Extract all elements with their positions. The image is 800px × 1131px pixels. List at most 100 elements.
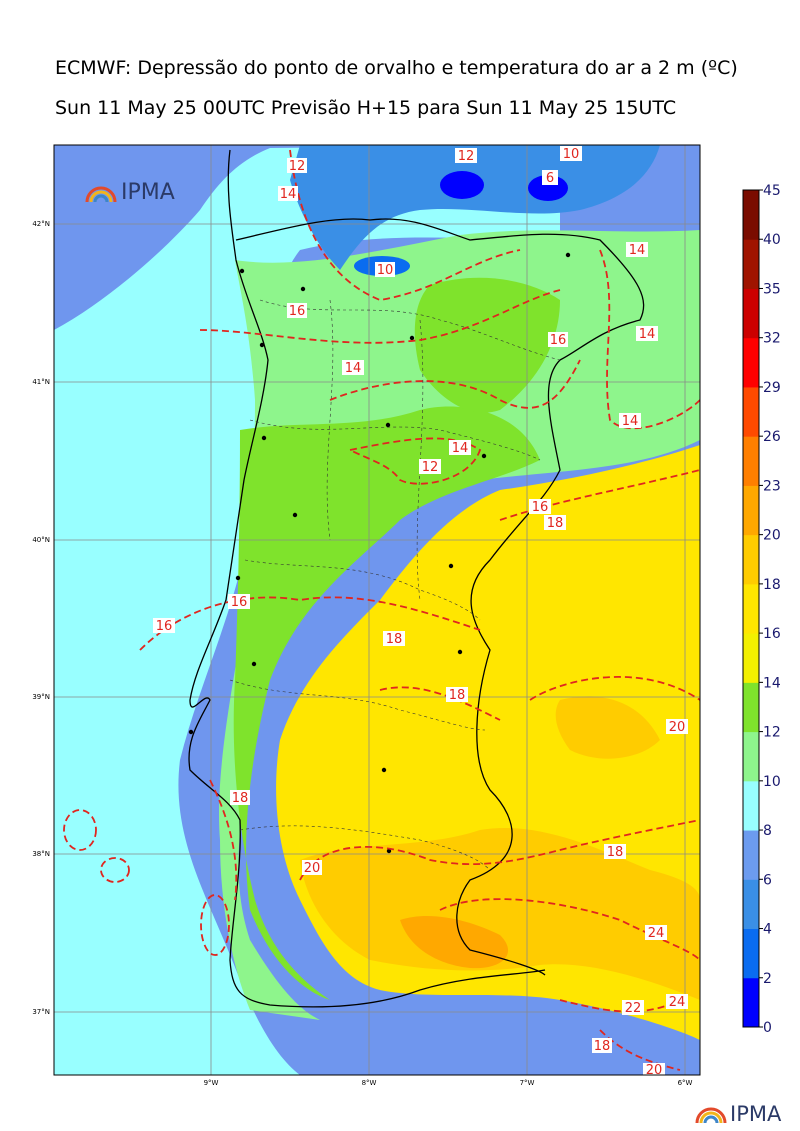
contour-label: 16 <box>231 595 248 610</box>
lon-axis-labels: 9°W 8°W 7°W 6°W <box>204 1079 693 1087</box>
colorbar-segment <box>743 977 759 1028</box>
lat-label: 38°N <box>32 850 50 858</box>
colorbar-label: 18 <box>763 577 781 593</box>
contour-label: 18 <box>607 845 624 860</box>
contour-label: 12 <box>289 159 306 174</box>
contour-label: 14 <box>345 361 362 376</box>
contour-label: 10 <box>563 147 580 162</box>
colorbar-label: 40 <box>763 232 781 248</box>
colorbar-segment <box>743 682 759 733</box>
contour-label: 6 <box>546 171 554 186</box>
contour-label: 16 <box>550 333 567 348</box>
temperature-contours <box>63 149 700 1071</box>
colorbar-label: 45 <box>763 183 781 199</box>
colorbar-segment <box>743 337 759 388</box>
colorbar-frame <box>742 189 760 1028</box>
contour-label: 14 <box>629 243 646 258</box>
colorbar-segment <box>743 830 759 880</box>
lon-label: 8°W <box>362 1079 377 1087</box>
colorbar-segment <box>743 534 759 585</box>
coastal-band <box>54 145 560 1075</box>
colorbar-segment <box>743 780 759 831</box>
colorbar-label: 6 <box>763 872 772 888</box>
low-depression-core-1 <box>440 171 484 199</box>
colorbar-label: 16 <box>763 626 781 642</box>
contour-label: 20 <box>304 861 321 876</box>
lat-label: 42°N <box>32 220 50 228</box>
lat-label: 37°N <box>32 1008 50 1016</box>
interior-green-patch <box>414 277 560 413</box>
contour-label: 18 <box>449 688 466 703</box>
colorbar-label: 26 <box>763 429 781 445</box>
chart-title: ECMWF: Depressão do ponto de orvalho e t… <box>55 57 738 79</box>
contour-label: 18 <box>594 1039 611 1054</box>
contour-label: 18 <box>547 516 564 531</box>
colorbar-segment <box>743 583 759 634</box>
colorbar-label: 12 <box>763 725 781 741</box>
north-humid-area <box>290 145 660 270</box>
colorbar-segment <box>743 190 759 240</box>
colorbar: 0 2 4 6 8 10 12 14 16 18 20 23 26 29 32 35 40 45 <box>742 183 781 1036</box>
contour-label: 14 <box>452 441 469 456</box>
map-field: 12 10 6 12 14 14 10 16 14 16 14 14 12 14… <box>54 145 700 1078</box>
colorbar-label: 32 <box>763 331 781 347</box>
contour-label: 20 <box>669 720 686 735</box>
contour-label: 16 <box>289 304 306 319</box>
contour-label: 10 <box>377 263 394 278</box>
contour-label: 12 <box>422 460 439 475</box>
lat-axis-labels: 42°N 41°N 40°N 39°N 38°N 37°N <box>32 220 50 1016</box>
contour-label: 14 <box>622 414 639 429</box>
city-markers <box>188 252 571 854</box>
lat-label: 40°N <box>32 536 50 544</box>
contour-label: 24 <box>648 926 665 941</box>
contour-label: 22 <box>625 1001 642 1016</box>
contour-label: 16 <box>156 619 173 634</box>
graticule <box>54 145 700 1075</box>
colorbar-segment <box>743 485 759 536</box>
colorbar-label: 8 <box>763 823 772 839</box>
lat-label: 39°N <box>32 693 50 701</box>
colorbar-segment <box>743 436 759 486</box>
contour-label: 14 <box>280 187 297 202</box>
chart-subtitle: Sun 11 May 25 00UTC Previsão H+15 para S… <box>55 97 677 119</box>
contour-label: 20 <box>646 1063 663 1078</box>
lon-label: 6°W <box>678 1079 693 1087</box>
colorbar-label: 4 <box>763 922 772 938</box>
east-warm-patch <box>555 696 660 759</box>
contour-label: 18 <box>232 791 249 806</box>
colorbar-label: 29 <box>763 380 781 396</box>
coastline <box>188 149 546 1008</box>
land-green <box>233 406 541 1000</box>
south-hot-patch <box>400 915 509 969</box>
colorbar-label: 20 <box>763 528 781 544</box>
offshore-patch <box>54 580 110 665</box>
contour-label: 18 <box>386 632 403 647</box>
ipma-logo-map: IPMA <box>84 180 175 205</box>
district-borders <box>229 299 561 871</box>
lon-label: 9°W <box>204 1079 219 1087</box>
ipma-logo-text: IPMA <box>121 180 175 205</box>
colorbar-segment <box>743 928 759 979</box>
colorbar-segment <box>743 239 759 289</box>
colorbar-segment <box>743 386 759 437</box>
colorbar-label: 2 <box>763 971 772 987</box>
colorbar-label: 0 <box>763 1020 772 1036</box>
colorbar-segment <box>743 879 759 930</box>
contour-label: 24 <box>669 995 686 1010</box>
lon-label: 7°W <box>520 1079 535 1087</box>
colorbar-segment <box>743 633 759 683</box>
ipma-logo-footer: IPMA <box>694 1102 781 1126</box>
ipma-arc-icon <box>695 1107 727 1124</box>
lat-label: 41°N <box>32 378 50 386</box>
contour-label: 14 <box>639 327 656 342</box>
ipma-arc-icon <box>85 186 117 202</box>
colorbar-label: 23 <box>763 478 781 494</box>
colorbar-label: 14 <box>763 675 781 691</box>
contour-label: 12 <box>458 149 475 164</box>
contour-label: 16 <box>532 500 549 515</box>
land-orange-yellow <box>300 828 700 1000</box>
colorbar-segment <box>743 731 759 782</box>
colorbar-segment <box>743 288 759 339</box>
border-portugal-spain <box>235 218 645 976</box>
